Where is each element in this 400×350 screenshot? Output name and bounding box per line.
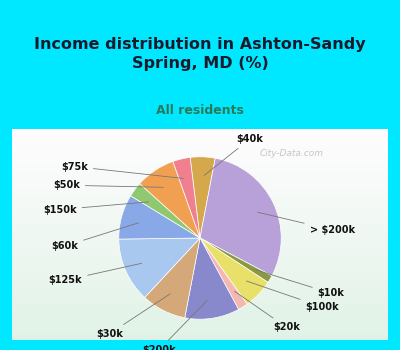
- Bar: [12, 239, 388, 243]
- Bar: [12, 272, 388, 276]
- Bar: [12, 251, 388, 256]
- Bar: [12, 289, 388, 293]
- Wedge shape: [140, 161, 200, 238]
- Bar: [12, 256, 388, 260]
- Bar: [12, 134, 388, 138]
- Bar: [12, 222, 388, 226]
- Bar: [12, 180, 388, 184]
- Wedge shape: [145, 238, 200, 318]
- Bar: [12, 197, 388, 201]
- Text: All residents: All residents: [156, 104, 244, 117]
- Bar: [12, 163, 388, 167]
- Bar: [12, 214, 388, 218]
- Wedge shape: [200, 238, 268, 304]
- Wedge shape: [119, 238, 200, 298]
- Text: > $200k: > $200k: [258, 212, 355, 235]
- Bar: [12, 298, 388, 302]
- Text: $200k: $200k: [142, 300, 207, 350]
- Text: $40k: $40k: [204, 134, 264, 175]
- Bar: [12, 260, 388, 264]
- Bar: [12, 159, 388, 163]
- Bar: [12, 205, 388, 209]
- Text: $125k: $125k: [49, 263, 142, 285]
- Bar: [12, 176, 388, 180]
- Bar: [12, 268, 388, 272]
- Bar: [12, 276, 388, 281]
- Bar: [12, 172, 388, 176]
- Text: $75k: $75k: [61, 162, 183, 178]
- Bar: [12, 306, 388, 310]
- Bar: [12, 281, 388, 285]
- Bar: [12, 167, 388, 172]
- Bar: [12, 293, 388, 298]
- Bar: [12, 234, 388, 239]
- Text: $150k: $150k: [43, 202, 148, 215]
- Text: $10k: $10k: [255, 270, 345, 298]
- Wedge shape: [173, 158, 200, 238]
- Bar: [12, 285, 388, 289]
- Bar: [12, 335, 388, 340]
- Text: $30k: $30k: [96, 294, 170, 339]
- Bar: [12, 327, 388, 331]
- Wedge shape: [185, 238, 239, 319]
- Text: City-Data.com: City-Data.com: [260, 149, 324, 159]
- Bar: [12, 226, 388, 230]
- Bar: [12, 264, 388, 268]
- Bar: [12, 314, 388, 318]
- Bar: [12, 142, 388, 146]
- Bar: [12, 150, 388, 155]
- Bar: [12, 323, 388, 327]
- Wedge shape: [190, 157, 215, 238]
- Bar: [12, 318, 388, 323]
- Bar: [12, 209, 388, 214]
- Bar: [12, 243, 388, 247]
- Bar: [12, 310, 388, 314]
- Bar: [12, 146, 388, 150]
- Bar: [12, 138, 388, 142]
- Bar: [12, 201, 388, 205]
- Wedge shape: [200, 238, 272, 282]
- Text: $100k: $100k: [246, 281, 339, 312]
- Bar: [12, 302, 388, 306]
- Wedge shape: [119, 196, 200, 239]
- Bar: [12, 247, 388, 251]
- Text: $20k: $20k: [234, 291, 300, 332]
- Wedge shape: [200, 158, 281, 276]
- Text: $50k: $50k: [53, 180, 164, 190]
- Text: $60k: $60k: [51, 223, 139, 251]
- Bar: [12, 331, 388, 335]
- Wedge shape: [200, 238, 247, 309]
- Bar: [12, 130, 388, 134]
- Wedge shape: [131, 184, 200, 238]
- Bar: [12, 230, 388, 235]
- Bar: [12, 155, 388, 159]
- Bar: [12, 188, 388, 193]
- Text: Income distribution in Ashton-Sandy
Spring, MD (%): Income distribution in Ashton-Sandy Spri…: [34, 37, 366, 71]
- Bar: [12, 218, 388, 222]
- Bar: [12, 193, 388, 197]
- Bar: [12, 184, 388, 188]
